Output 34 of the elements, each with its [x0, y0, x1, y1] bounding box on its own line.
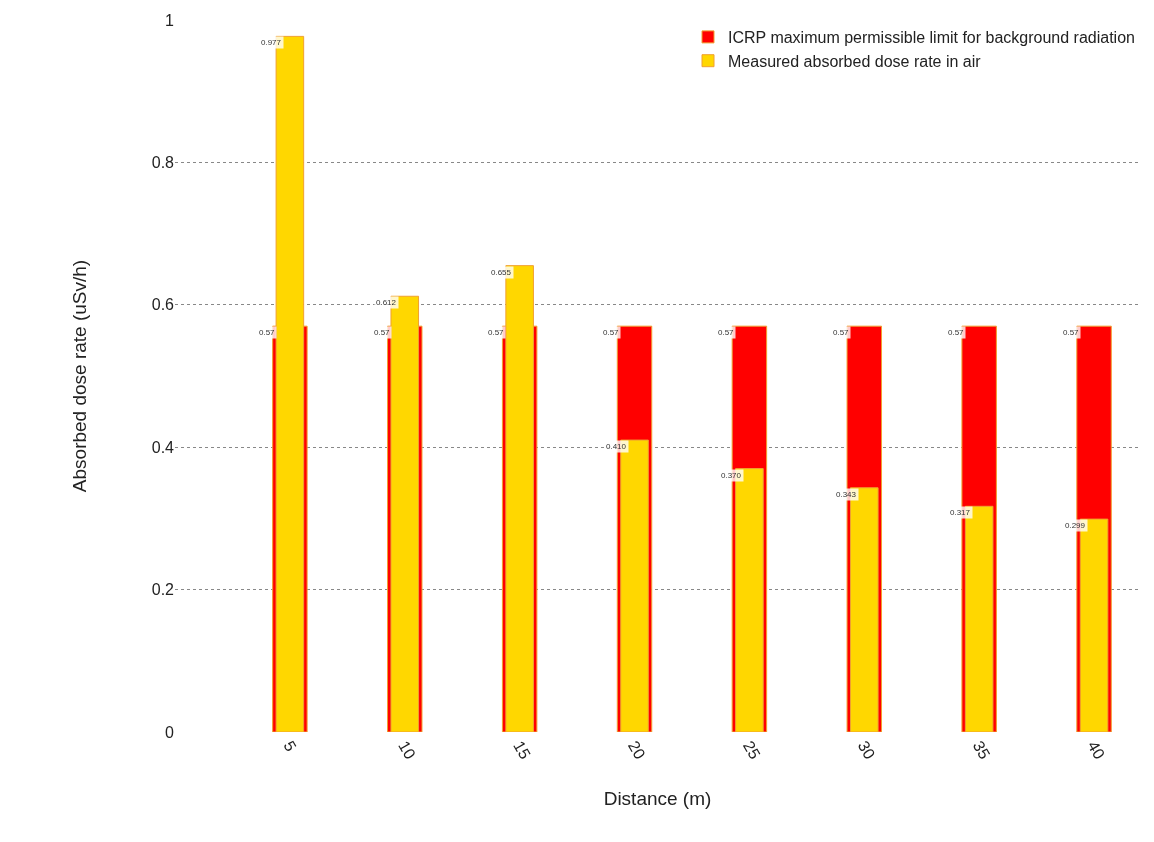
data-label: 0.370 [721, 471, 742, 480]
data-label: 0.57 [718, 328, 735, 337]
y-tick-label: 1 [165, 11, 175, 29]
y-axis-title: Absorbed dose rate (uSv/h) [68, 259, 90, 493]
x-axis-title: Distance (m) [603, 787, 712, 809]
x-tick-label: 25 [739, 738, 764, 762]
data-label: 0.612 [376, 298, 397, 307]
x-tick-label: 35 [969, 738, 994, 762]
x-tick-label: 20 [624, 738, 649, 762]
data-label: 0.57 [488, 328, 505, 337]
y-tick-label: 0.8 [151, 154, 175, 171]
y-tick-label: 0.4 [151, 438, 175, 456]
legend-label: ICRP maximum permissible limit for background radiation [728, 29, 1135, 47]
y-tick-label: 0.2 [151, 581, 175, 599]
data-label: 0.410 [606, 442, 627, 451]
data-label: 0.57 [1063, 328, 1080, 337]
x-tick-label: 15 [510, 738, 534, 762]
data-label: 0.57 [603, 328, 620, 337]
data-label: 0.57 [948, 328, 965, 337]
x-tick-label: 40 [1084, 738, 1109, 762]
legend-label: Measured absorbed dose rate in air [728, 52, 982, 70]
x-tick-label: 5 [280, 738, 300, 755]
y-tick-label: 0.6 [151, 296, 175, 314]
data-label: 0.317 [950, 508, 971, 517]
y-tick-label: 0 [165, 723, 175, 741]
data-label: 0.977 [261, 38, 282, 47]
data-label: 0.343 [836, 490, 857, 499]
data-label: 0.299 [1065, 521, 1086, 530]
data-label: 0.57 [833, 328, 850, 337]
data-label: 0.655 [491, 268, 512, 277]
data-label: 0.57 [259, 328, 276, 337]
x-tick-label: 10 [395, 738, 419, 762]
x-tick-label: 30 [854, 738, 879, 762]
data-label: 0.57 [374, 328, 391, 337]
